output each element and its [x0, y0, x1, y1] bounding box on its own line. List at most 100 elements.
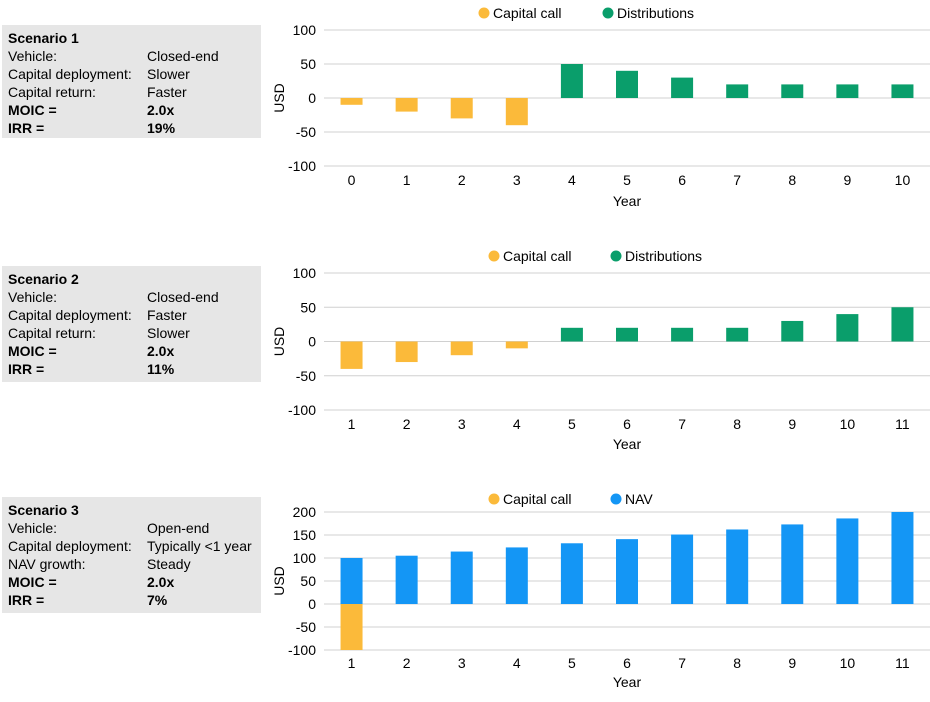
- row-value: Faster: [147, 84, 187, 100]
- capital-call-bar: [340, 341, 363, 369]
- x-tick-label: 11: [895, 655, 910, 671]
- scenario-row: MOIC = 2.0x: [8, 101, 261, 119]
- row-label: IRR =: [8, 361, 45, 377]
- distributions-bar: [836, 314, 859, 342]
- scenario-3-panel: Scenario 3 Vehicle: Open-end Capital deploy…: [2, 497, 261, 613]
- nav-bar: [395, 555, 418, 604]
- distributions-bar: [836, 84, 859, 98]
- row-label: IRR =: [8, 592, 45, 608]
- legend-label: NAV: [625, 491, 653, 507]
- legend-marker: [610, 493, 622, 505]
- y-tick-label: -50: [296, 619, 316, 635]
- y-tick-label: 0: [308, 334, 316, 350]
- scenario-row: Capital deployment: Typically <1 year: [8, 537, 261, 555]
- x-tick-label: 5: [568, 655, 576, 671]
- x-tick-label: 4: [513, 655, 521, 671]
- y-tick-label: 100: [293, 550, 317, 566]
- y-tick-label: 50: [300, 299, 316, 315]
- row-label: Capital return:: [8, 84, 96, 100]
- x-tick-label: 1: [348, 655, 356, 671]
- y-tick-label: 0: [308, 90, 316, 106]
- scenario-title: Scenario 3: [8, 502, 79, 518]
- row-value: Closed-end: [147, 289, 219, 305]
- nav-bar: [560, 543, 583, 604]
- row-value: Faster: [147, 307, 187, 323]
- nav-bar: [891, 512, 914, 604]
- capital-call-bar: [340, 98, 363, 105]
- distributions-bar: [781, 320, 804, 342]
- row-value: Steady: [147, 556, 191, 572]
- row-value: Closed-end: [147, 48, 219, 64]
- scenario-2-panel: Scenario 2 Vehicle: Closed-end Capital depl…: [2, 266, 261, 382]
- y-tick-label: -50: [296, 124, 316, 140]
- x-tick-label: 7: [678, 655, 686, 671]
- y-axis-label: USD: [271, 327, 287, 357]
- y-tick-label: -50: [296, 368, 316, 384]
- distributions-bar: [560, 327, 583, 342]
- y-axis-label: USD: [271, 83, 287, 113]
- scenario-row: Vehicle: Closed-end: [8, 47, 261, 65]
- nav-bar: [450, 551, 473, 604]
- row-value: Typically <1 year: [147, 538, 252, 554]
- x-tick-label: 3: [458, 655, 466, 671]
- row-value: 2.0x: [147, 574, 175, 590]
- distributions-bar: [891, 307, 914, 342]
- scenario-row: Vehicle: Open-end: [8, 519, 261, 537]
- scenario-row: MOIC = 2.0x: [8, 573, 261, 591]
- x-axis-label: Year: [613, 674, 642, 690]
- y-axis-label: USD: [271, 566, 287, 596]
- distributions-bar: [726, 327, 749, 342]
- scenario-row: IRR = 19%: [8, 119, 261, 137]
- x-tick-label: 1: [348, 416, 356, 432]
- x-tick-label: 8: [733, 655, 741, 671]
- row-label: NAV growth:: [8, 556, 86, 572]
- nav-bar: [616, 539, 638, 604]
- x-tick-label: 5: [568, 416, 576, 432]
- x-axis-label: Year: [613, 436, 642, 452]
- y-tick-label: -100: [288, 158, 316, 174]
- capital-call-bar: [450, 341, 473, 356]
- row-label: MOIC =: [8, 574, 57, 590]
- scenario-row: Capital deployment: Slower: [8, 65, 261, 83]
- x-tick-label: 6: [678, 172, 686, 188]
- row-label: Capital deployment:: [8, 66, 132, 82]
- x-tick-label: 7: [733, 172, 741, 188]
- row-value: 2.0x: [147, 102, 175, 118]
- x-tick-label: 11: [895, 416, 910, 432]
- scenario-row: IRR = 7%: [8, 591, 261, 609]
- distributions-bar: [616, 327, 638, 342]
- scenario-row: Vehicle: Closed-end: [8, 288, 261, 306]
- row-value: 2.0x: [147, 343, 175, 359]
- legend-marker: [478, 7, 490, 19]
- capital-call-bar: [505, 341, 528, 349]
- row-label: Vehicle:: [8, 520, 58, 536]
- x-tick-label: 1: [403, 172, 411, 188]
- y-tick-label: 100: [293, 265, 317, 281]
- scenario-row: IRR = 11%: [8, 360, 261, 378]
- chart-scenario-3: 200 150 100 50 0 -50 -100 1 2 3 4 5 6 7 8 9 10 11 Year USD C…: [271, 491, 930, 690]
- nav-bar: [781, 524, 804, 604]
- row-label: Vehicle:: [8, 289, 58, 305]
- chart-scenario-1: 100 50 0 -50 -100 0 1 2 3 4 5 6 7 8 9 10 Year USD Capital …: [271, 5, 930, 209]
- x-tick-label: 6: [623, 416, 631, 432]
- y-tick-label: -100: [288, 642, 316, 658]
- capital-call-bar: [395, 98, 418, 112]
- legend-label: Capital call: [503, 491, 571, 507]
- row-value: Slower: [147, 325, 190, 341]
- scenario-1-panel: Scenario 1 Vehicle: Closed-end Capital depl…: [2, 25, 261, 138]
- row-label: Vehicle:: [8, 48, 58, 64]
- capital-call-bar: [340, 604, 363, 650]
- row-label: Capital deployment:: [8, 307, 132, 323]
- x-tick-label: 4: [568, 172, 576, 188]
- chart-scenario-2: 100 50 0 -50 -100 1 2 3 4 5 6 7 8 9 10 11 Year USD Capital…: [271, 248, 930, 452]
- x-tick-label: 9: [843, 172, 851, 188]
- scenario-row: Capital deployment: Faster: [8, 306, 261, 324]
- row-label: Capital deployment:: [8, 538, 132, 554]
- row-value: Slower: [147, 66, 190, 82]
- y-tick-label: 50: [300, 56, 316, 72]
- y-tick-label: -100: [288, 402, 316, 418]
- nav-bar: [340, 558, 363, 604]
- x-tick-label: 5: [623, 172, 631, 188]
- legend-label: Capital call: [503, 248, 571, 264]
- x-tick-label: 2: [403, 416, 411, 432]
